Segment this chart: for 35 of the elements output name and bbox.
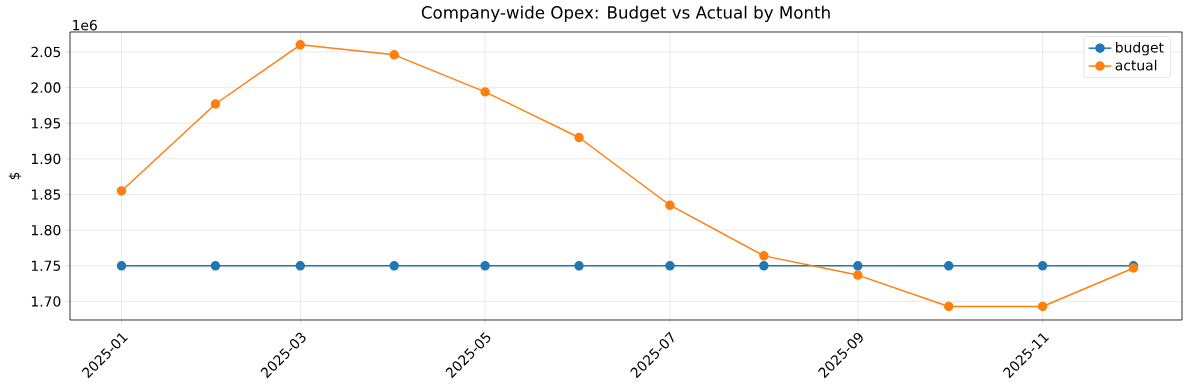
legend-label: actual bbox=[1115, 59, 1157, 71]
point bbox=[480, 87, 490, 97]
point bbox=[665, 261, 675, 271]
point bbox=[943, 301, 954, 312]
y-tick-label: 1.90 bbox=[31, 153, 61, 165]
point bbox=[759, 251, 769, 261]
point bbox=[1037, 301, 1048, 312]
point bbox=[389, 261, 399, 271]
point bbox=[943, 261, 954, 271]
point bbox=[574, 261, 584, 271]
point bbox=[295, 261, 306, 271]
point bbox=[116, 261, 127, 271]
y-tick-label: 1.75 bbox=[31, 260, 61, 271]
point bbox=[210, 261, 221, 271]
point bbox=[480, 261, 490, 271]
y-tick-label: 1.70 bbox=[31, 296, 61, 307]
point bbox=[759, 261, 769, 271]
point bbox=[853, 270, 863, 280]
text: 1e6 bbox=[73, 19, 97, 31]
point bbox=[116, 186, 127, 196]
y-tick-label: 1.85 bbox=[31, 189, 61, 200]
point bbox=[210, 99, 221, 109]
chart-title: Company-wide Opex: Budget vs Actual by Month bbox=[421, 5, 830, 22]
point bbox=[665, 200, 675, 210]
point bbox=[295, 40, 306, 50]
y-axis-title: $ bbox=[8, 172, 22, 180]
y-tick-label: 1.80 bbox=[31, 224, 61, 236]
point bbox=[1037, 261, 1048, 271]
point bbox=[853, 261, 863, 271]
y-tick-label: 1.95 bbox=[31, 118, 61, 129]
legend-label: budget bbox=[1116, 41, 1164, 56]
point bbox=[389, 50, 399, 60]
y-tick-label: 2.05 bbox=[31, 46, 61, 58]
y-tick-label: 2.00 bbox=[31, 82, 61, 93]
point bbox=[574, 132, 584, 143]
